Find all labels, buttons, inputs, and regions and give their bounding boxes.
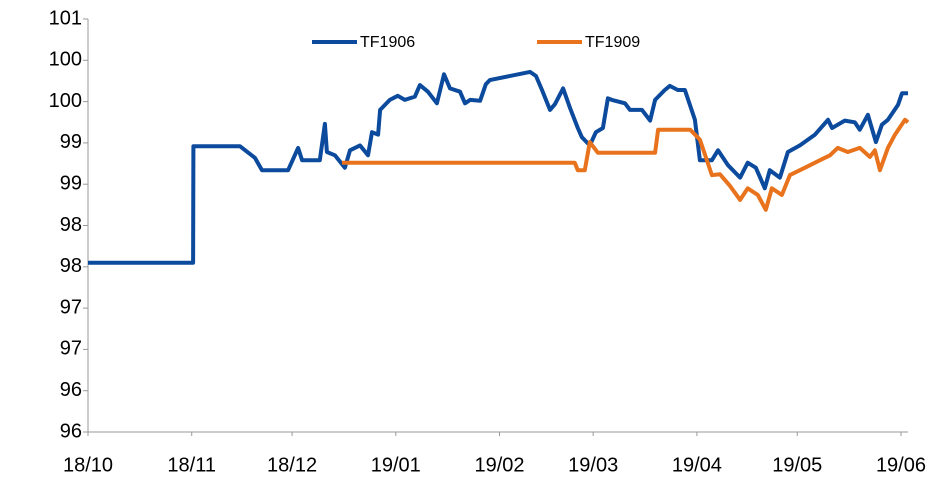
y-tick-label: 97 bbox=[60, 338, 82, 360]
x-tick-label: 19/02 bbox=[474, 454, 524, 476]
x-tick-label: 18/11 bbox=[167, 454, 216, 476]
y-tick-label: 98 bbox=[60, 255, 82, 277]
x-tick-label: 19/01 bbox=[371, 454, 421, 476]
x-tick-label: 19/06 bbox=[876, 454, 926, 476]
series-line bbox=[88, 69, 908, 265]
x-tick-label: 19/04 bbox=[672, 454, 722, 476]
series-line bbox=[341, 117, 910, 212]
legend-label: TF1906 bbox=[360, 34, 415, 51]
y-tick-label: 98 bbox=[60, 214, 82, 236]
y-tick-label: 99 bbox=[60, 172, 82, 194]
y-tick-label: 96 bbox=[60, 379, 82, 401]
y-tick-label: 100 bbox=[49, 90, 82, 112]
legend-label: TF1909 bbox=[585, 34, 640, 51]
x-tick-label: 19/05 bbox=[772, 454, 822, 476]
y-tick-label: 99 bbox=[60, 131, 82, 153]
x-tick-label: 19/03 bbox=[568, 454, 618, 476]
x-tick-label: 18/12 bbox=[267, 454, 317, 476]
x-tick-label: 18/10 bbox=[63, 454, 113, 476]
y-tick-label: 101 bbox=[49, 7, 82, 29]
y-tick-label: 97 bbox=[60, 296, 82, 318]
y-tick-label: 96 bbox=[60, 420, 82, 442]
y-tick-label: 100 bbox=[49, 49, 82, 71]
